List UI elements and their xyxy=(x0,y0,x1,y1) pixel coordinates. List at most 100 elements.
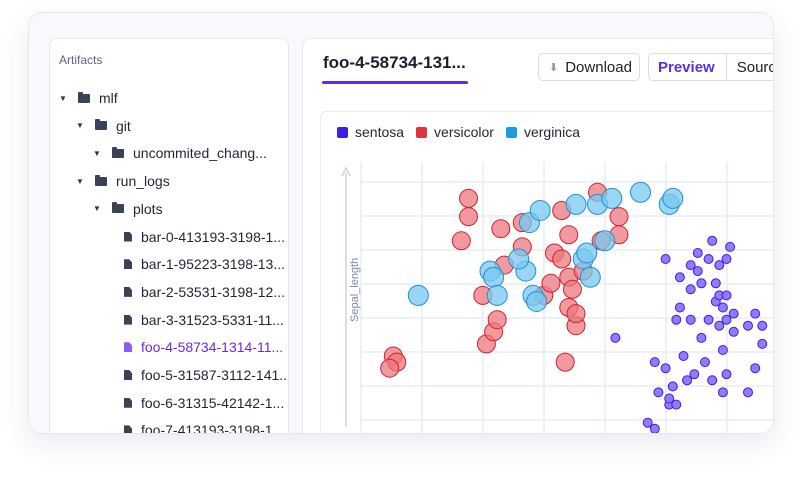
caret-down-icon[interactable]: ▼ xyxy=(93,204,101,214)
scatter-point-sentosa[interactable] xyxy=(707,375,718,386)
scatter-point-sentosa[interactable] xyxy=(685,260,696,271)
scatter-point-sentosa[interactable] xyxy=(682,375,693,386)
tree-file-5[interactable]: bar-0-413193-3198-1... xyxy=(110,226,285,248)
scatter-point-versicolor[interactable] xyxy=(451,231,471,251)
caret-down-icon[interactable]: ▼ xyxy=(93,148,101,158)
scatter-point-sentosa[interactable] xyxy=(660,363,671,374)
legend-item-versicolor[interactable]: versicolor xyxy=(416,124,494,140)
scatter-point-versicolor[interactable] xyxy=(552,249,572,269)
legend-item-verginica[interactable]: verginica xyxy=(505,124,580,140)
scatter-point-verginica[interactable] xyxy=(486,284,508,306)
scatter-point-sentosa[interactable] xyxy=(703,254,714,264)
scatter-point-sentosa[interactable] xyxy=(714,320,725,331)
scatter-point-versicolor[interactable] xyxy=(459,207,478,227)
scatter-point-versicolor[interactable] xyxy=(609,207,629,227)
scatter-point-verginica[interactable] xyxy=(565,193,587,215)
tree-folder-4[interactable]: ▼ plots xyxy=(93,198,163,220)
scatter-point-sentosa[interactable] xyxy=(743,387,753,398)
scatter-point-sentosa[interactable] xyxy=(674,302,685,313)
scatter-point-versicolor[interactable] xyxy=(380,358,400,378)
scatter-point-sentosa[interactable] xyxy=(642,417,653,428)
tree-file-12[interactable]: foo-7-413193-3198-1... xyxy=(110,419,284,433)
scatter-point-sentosa[interactable] xyxy=(667,381,678,392)
scatter-point-sentosa[interactable] xyxy=(721,369,732,380)
scatter-point-versicolor[interactable] xyxy=(566,304,586,324)
scatter-point-versicolor[interactable] xyxy=(541,273,561,293)
scatter-point-sentosa[interactable] xyxy=(707,235,718,246)
tree-folder-0[interactable]: ▼ mlf xyxy=(59,87,118,109)
scatter-point-verginica[interactable] xyxy=(630,181,651,203)
scatter-point-sentosa[interactable] xyxy=(703,314,714,325)
scatter-point-verginica[interactable] xyxy=(508,248,530,270)
scatter-point-sentosa[interactable] xyxy=(649,423,660,433)
scatter-point-sentosa[interactable] xyxy=(728,326,739,337)
scatter-point-verginica[interactable] xyxy=(662,187,684,209)
scatter-point-sentosa[interactable] xyxy=(721,290,732,301)
scatter-point-versicolor[interactable] xyxy=(562,279,582,299)
scatter-point-verginica[interactable] xyxy=(529,200,551,221)
scatter-point-versicolor[interactable] xyxy=(559,225,579,245)
scatter-point-sentosa[interactable] xyxy=(685,314,696,325)
scatter-point-verginica[interactable] xyxy=(526,291,548,312)
tree-file-7[interactable]: bar-2-53531-3198-12... xyxy=(110,281,285,303)
scatter-point-versicolor[interactable] xyxy=(491,219,511,239)
tree-folder-3[interactable]: ▼ run_logs xyxy=(76,170,170,192)
scatter-point-sentosa[interactable] xyxy=(721,254,732,264)
scatter-point-sentosa[interactable] xyxy=(717,345,728,355)
tree-file-9[interactable]: foo-4-58734-1314-11... xyxy=(110,336,283,358)
scatter-point-sentosa[interactable] xyxy=(710,278,721,289)
scatter-point-sentosa[interactable] xyxy=(671,314,682,325)
scatter-point-verginica[interactable] xyxy=(483,266,505,288)
tree-folder-2[interactable]: ▼ uncommited_chang... xyxy=(93,142,267,164)
download-button[interactable]: ⬇ Download xyxy=(538,53,640,81)
caret-down-icon[interactable]: ▼ xyxy=(59,93,67,103)
scatter-point-sentosa[interactable] xyxy=(610,332,621,343)
source-toggle[interactable]: Sourc xyxy=(736,58,774,76)
caret-down-icon[interactable]: ▼ xyxy=(76,121,84,131)
scatter-point-verginica[interactable] xyxy=(576,242,598,264)
scatter-point-sentosa[interactable] xyxy=(717,387,728,398)
file-icon xyxy=(124,370,132,380)
scatter-point-sentosa[interactable] xyxy=(750,308,761,319)
scatter-point-sentosa[interactable] xyxy=(692,266,703,277)
scatter-point-verginica[interactable] xyxy=(601,187,623,209)
tree-folder-1[interactable]: ▼ git xyxy=(76,115,131,137)
scatter-point-sentosa[interactable] xyxy=(728,308,739,319)
scatter-point-versicolor[interactable] xyxy=(555,352,575,372)
scatter-point-sentosa[interactable] xyxy=(696,278,707,289)
scatter-point-verginica[interactable] xyxy=(407,284,429,306)
scatter-point-sentosa[interactable] xyxy=(664,393,675,404)
scatter-point-verginica[interactable] xyxy=(579,266,601,288)
tree-file-11[interactable]: foo-6-31315-42142-1... xyxy=(110,392,284,414)
scatter-point-sentosa[interactable] xyxy=(757,338,768,349)
scatter-point-sentosa[interactable] xyxy=(689,369,700,380)
caret-down-icon[interactable]: ▼ xyxy=(76,176,84,186)
preview-toggle[interactable]: Preview xyxy=(658,58,715,76)
tree-file-10[interactable]: foo-5-31587-3112-141... xyxy=(110,364,288,386)
scatter-point-sentosa[interactable] xyxy=(721,314,732,325)
tree-file-6[interactable]: bar-1-95223-3198-13... xyxy=(110,253,285,275)
legend-swatch-verginica xyxy=(505,126,517,138)
scatter-point-sentosa[interactable] xyxy=(674,272,685,283)
scatter-point-sentosa[interactable] xyxy=(743,320,753,331)
scatter-point-sentosa[interactable] xyxy=(653,387,664,398)
scatter-point-sentosa[interactable] xyxy=(649,357,660,368)
scatter-point-sentosa[interactable] xyxy=(757,320,768,331)
scatter-point-sentosa[interactable] xyxy=(714,260,725,271)
scatter-point-sentosa[interactable] xyxy=(671,399,682,410)
tree-file-8[interactable]: bar-3-31523-5331-11... xyxy=(110,309,284,331)
tab-artifact-file[interactable]: foo-4-58734-131... xyxy=(323,53,466,72)
scatter-point-sentosa[interactable] xyxy=(700,357,710,368)
scatter-point-versicolor[interactable] xyxy=(487,310,507,330)
scatter-point-sentosa[interactable] xyxy=(696,332,707,343)
scatter-point-sentosa[interactable] xyxy=(692,248,703,258)
legend-item-sentosa[interactable]: sentosa xyxy=(337,124,404,140)
scatter-point-versicolor[interactable] xyxy=(459,188,478,208)
scatter-point-sentosa[interactable] xyxy=(717,302,728,313)
scatter-point-sentosa[interactable] xyxy=(660,254,671,264)
scatter-point-sentosa[interactable] xyxy=(725,241,736,252)
scatter-point-sentosa[interactable] xyxy=(750,363,761,374)
scatter-point-verginica[interactable] xyxy=(594,230,616,252)
scatter-point-sentosa[interactable] xyxy=(685,284,696,295)
scatter-point-sentosa[interactable] xyxy=(678,351,689,361)
